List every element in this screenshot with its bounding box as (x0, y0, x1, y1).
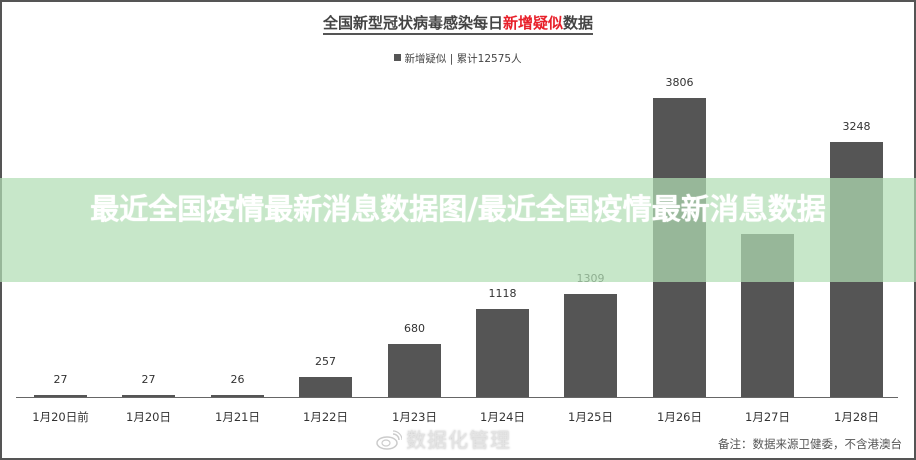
weibo-logo-icon (376, 430, 402, 450)
bar-value-label: 3806 (665, 76, 694, 89)
title-suffix: 数据 (563, 14, 594, 32)
title-highlight: 新增疑似 (502, 14, 563, 32)
bar (122, 395, 175, 397)
chart-title: 全国新型冠状病毒感染每日新增疑似数据 (0, 12, 916, 35)
x-tick-label: 1月26日 (657, 410, 702, 424)
bar (211, 395, 264, 397)
legend-total: 累计12575人 (456, 53, 522, 65)
x-tick-label: 1月21日 (215, 410, 260, 424)
bar (564, 294, 617, 397)
x-tick-label: 1月28日 (834, 410, 879, 424)
bar (388, 344, 441, 397)
watermark-text: 数据化管理 (406, 428, 511, 452)
x-axis-line (16, 397, 898, 398)
source-note: 备注：数据来源卫健委，不含港澳台 (718, 437, 902, 451)
x-tick-label: 1月20日前 (32, 410, 89, 424)
x-tick-label: 1月27日 (745, 410, 790, 424)
bar (476, 309, 529, 397)
bar (34, 395, 87, 397)
caption-text: 最近全国疫情最新消息数据图/最近全国疫情最新消息数据 (90, 192, 826, 226)
x-tick-label: 1月24日 (480, 410, 525, 424)
x-tick-label: 1月22日 (303, 410, 348, 424)
watermark: 数据化管理 (376, 424, 511, 453)
bar-value-label: 680 (404, 322, 425, 335)
x-tick-label: 1月20日 (126, 410, 171, 424)
x-tick-label: 1月23日 (392, 410, 437, 424)
legend-swatch-icon (394, 54, 402, 61)
bar-value-label: 3248 (842, 120, 871, 133)
bar-value-label: 27 (53, 373, 68, 386)
bar-value-label: 257 (315, 355, 336, 368)
bar-value-label: 27 (141, 373, 156, 386)
bar-value-label: 26 (230, 373, 245, 386)
title-prefix: 全国新型冠状病毒感染每日 (322, 14, 503, 32)
chart-legend: 新增疑似 | 累计12575人 (0, 51, 916, 66)
bar (299, 377, 352, 397)
legend-separator: | (446, 53, 457, 65)
caption-overlay (0, 178, 916, 282)
legend-series-label: 新增疑似 (404, 53, 447, 65)
x-tick-label: 1月25日 (568, 410, 613, 424)
bar-value-label: 1118 (488, 287, 517, 300)
